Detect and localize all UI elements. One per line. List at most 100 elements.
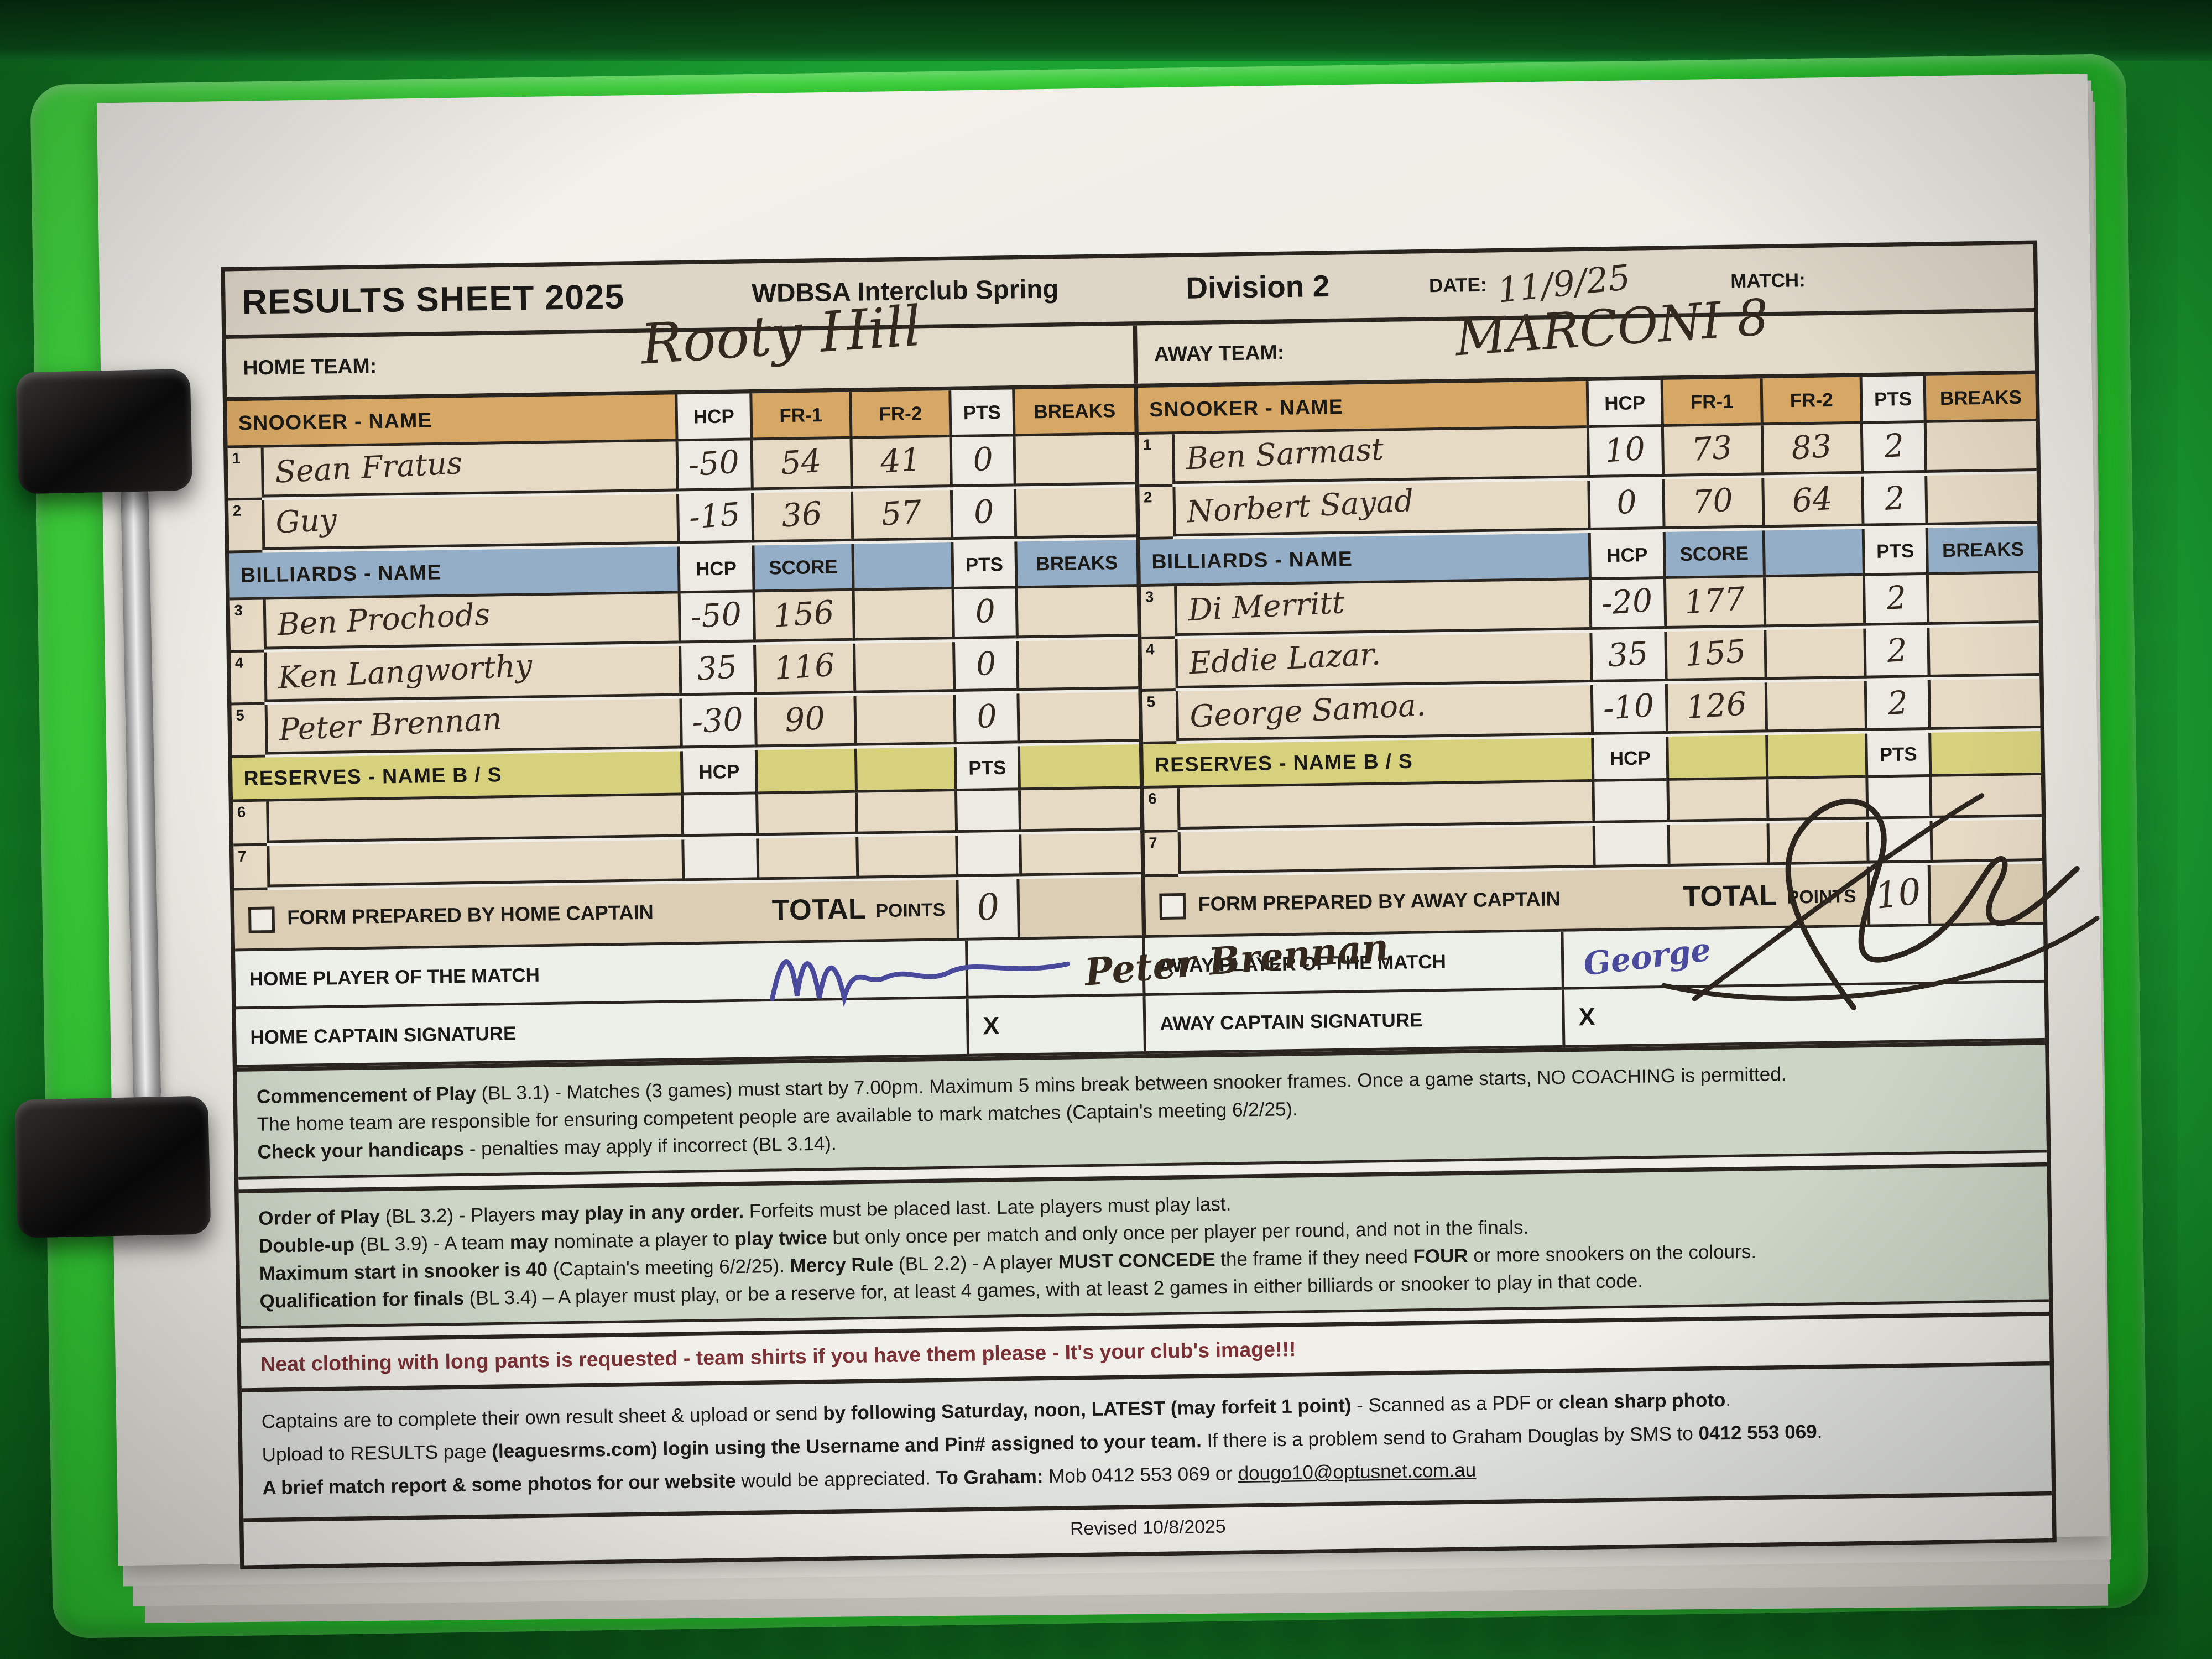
breaks-header: BREAKS — [1012, 388, 1135, 437]
score-header: SCORE — [752, 544, 852, 593]
totals-breaks-spacer — [1019, 877, 1142, 940]
breaks-cell — [1924, 474, 2038, 526]
home-total-points-handwritten: 0 — [974, 886, 1002, 931]
fr2-cell: 41 — [849, 437, 950, 489]
player-name-handwritten: Eddie Lazar. — [1188, 638, 1382, 682]
pts-cell: 0 — [953, 693, 1018, 745]
reserves-section-label: RESERVES - NAME B / S — [1143, 738, 1592, 789]
blank-header — [854, 747, 955, 793]
home-roster: SNOOKER - NAME HCP FR-1 FR-2 PTS BREAKS … — [227, 388, 1142, 952]
pts-cell: 0 — [949, 436, 1014, 488]
blank-cell — [1764, 628, 1864, 680]
hcp-header: HCP — [680, 750, 756, 796]
away-roster: SNOOKER - NAME HCP FR-1 FR-2 PTS BREAKS … — [1134, 374, 2043, 938]
score-cell: 177 — [1663, 577, 1764, 629]
hcp-cell — [1592, 781, 1667, 824]
breaks-header: BREAKS — [1014, 540, 1137, 589]
pts-cell: 0 — [950, 489, 1015, 540]
home-team-label: HOME TEAM: — [243, 354, 377, 380]
row-number: 2 — [228, 500, 263, 554]
signature-x-mark: X — [982, 1011, 1000, 1040]
away-captain-sig-label: AWAY CAPTAIN SIGNATURE — [1142, 989, 1563, 1055]
breaks-cell — [1015, 639, 1139, 691]
row-number: 4 — [231, 652, 265, 706]
hcp-header: HCP — [1588, 532, 1663, 581]
reserve-name-cell — [266, 795, 682, 843]
player-name-cell: Sean Fratus — [260, 441, 676, 498]
hcp-header: HCP — [1591, 737, 1667, 782]
hcp-cell: -50 — [677, 592, 753, 644]
clipboard-clip — [0, 368, 230, 1238]
blank-header — [1762, 529, 1863, 578]
fr2-header: FR-2 — [849, 390, 950, 439]
pts-cell — [1865, 776, 1930, 820]
rules-submission: Captains are to complete their own resul… — [241, 1361, 2052, 1519]
player-name-handwritten: Ben Prochods — [276, 598, 491, 644]
player-name-handwritten: Ken Langworthy — [277, 649, 534, 697]
player-name-cell: Eddie Lazar. — [1175, 633, 1590, 689]
fr1-header: FR-1 — [1660, 378, 1761, 427]
away-total-points-handwritten: 10 — [1874, 872, 1924, 919]
row-number: 1 — [1138, 434, 1173, 488]
breaks-cell — [1015, 587, 1138, 639]
form-prepared-checkbox — [1159, 892, 1186, 919]
hcp-cell: -15 — [676, 493, 752, 544]
fr1-cell: 36 — [750, 491, 852, 543]
row-number: 7 — [233, 846, 268, 891]
pts-cell: 2 — [1863, 627, 1928, 679]
total-points-label: TOTAL POINTS — [1593, 866, 1868, 931]
breaks-cell — [1926, 573, 2039, 625]
blank-cell — [852, 589, 952, 641]
form-prepared-home: FORM PREPARED BY HOME CAPTAIN — [234, 884, 684, 952]
match-label: MATCH: — [1730, 268, 1806, 292]
pts-header: PTS — [1859, 376, 1924, 424]
fr1-header: FR-1 — [749, 392, 850, 441]
hcp-header: HCP — [1585, 380, 1661, 429]
fr1-cell: 70 — [1662, 478, 1762, 530]
away-pom-handwritten: George — [1581, 931, 1713, 984]
blank-cell — [1762, 576, 1864, 628]
pts-cell: 2 — [1864, 680, 1929, 731]
player-name-cell: George Samoa. — [1175, 685, 1592, 742]
blank-cell — [853, 642, 953, 693]
reserve-name-cell — [1177, 782, 1593, 830]
signature-x-mark: X — [1578, 1002, 1596, 1031]
player-name-handwritten: Guy — [275, 503, 338, 541]
blank-cell — [853, 695, 954, 746]
score-cell: 90 — [754, 696, 854, 748]
fr1-cell: 54 — [750, 439, 851, 491]
breaks-cell — [1927, 678, 2041, 730]
player-name-handwritten: George Samoa. — [1189, 689, 1427, 735]
clipboard-board: RESULTS SHEET 2025 WDBSA Interclub Sprin… — [30, 54, 2149, 1639]
hcp-cell: 35 — [679, 645, 754, 696]
away-pom-value: George — [1561, 924, 2044, 990]
away-total-points-box: 10 — [1866, 865, 1932, 927]
pts-header: PTS — [1861, 528, 1926, 576]
breaks-cell — [1013, 435, 1135, 487]
fr2-header: FR-2 — [1760, 377, 1860, 426]
date-label: DATE: — [1428, 273, 1487, 296]
breaks-header: BREAKS — [1925, 526, 2038, 576]
form-prepared-checkbox — [248, 906, 275, 933]
player-name-handwritten: Ben Sarmast — [1185, 433, 1385, 478]
hcp-cell: 0 — [1587, 479, 1663, 531]
home-total-points-box: 0 — [956, 879, 1020, 941]
pts-cell: 0 — [951, 588, 1016, 640]
away-team-label: AWAY TEAM: — [1154, 340, 1285, 366]
results-form: RESULTS SHEET 2025 WDBSA Interclub Sprin… — [221, 240, 2100, 1569]
player-name-cell: Norbert Sayad — [1172, 481, 1588, 537]
pts-header: PTS — [948, 389, 1013, 438]
hcp-cell — [681, 794, 757, 837]
row-number: 5 — [1142, 691, 1177, 745]
breaks-cell — [1013, 487, 1136, 539]
player-name-cell: Peter Brennan — [264, 698, 680, 755]
billiards-section-label: BILLIARDS - NAME — [1140, 533, 1589, 587]
hcp-cell: 35 — [1589, 632, 1665, 683]
row-number: 3 — [229, 599, 264, 653]
pts-cell: 2 — [1860, 423, 1925, 474]
away-captain-sig-value: X — [1561, 982, 2045, 1048]
blank-cell — [1764, 681, 1865, 733]
breaks-cell — [1923, 421, 2037, 473]
player-name-handwritten: Sean Fratus — [274, 447, 463, 491]
